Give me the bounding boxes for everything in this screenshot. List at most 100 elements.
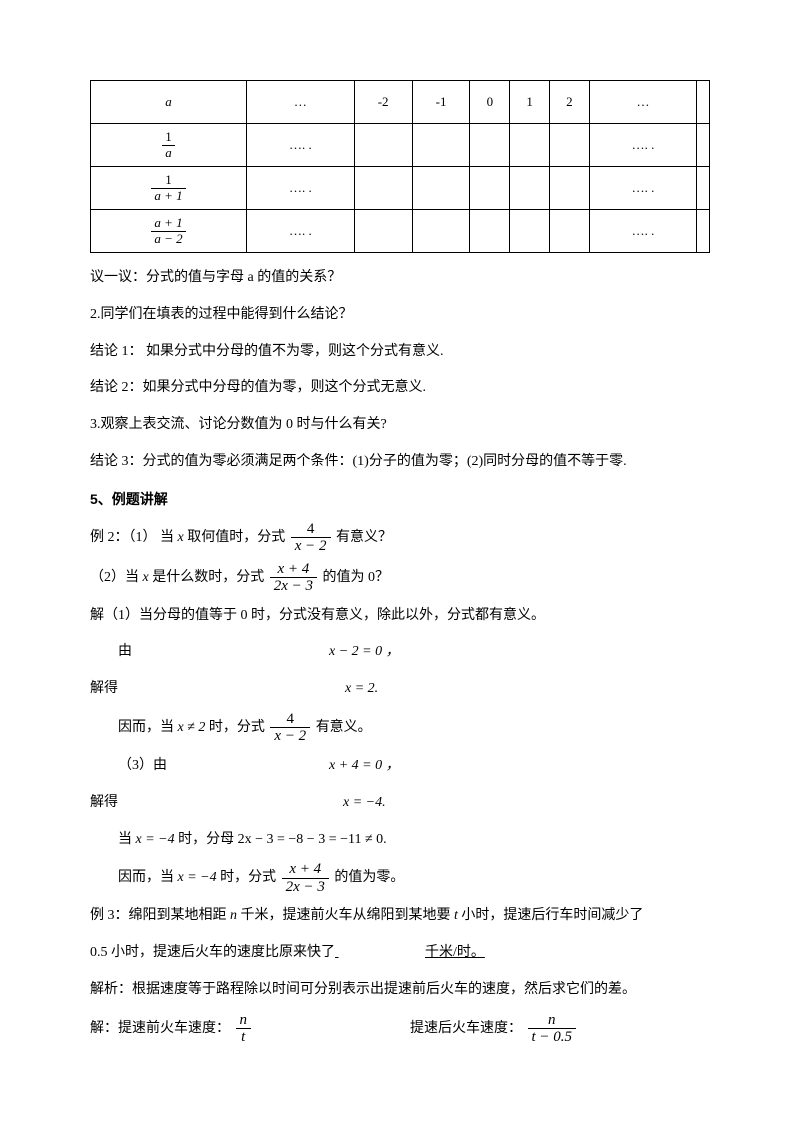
get-line: 解得 x = 2. bbox=[90, 674, 710, 705]
section-5-heading: 5、例题讲解 bbox=[90, 484, 710, 515]
text: 解：提速前火车速度： bbox=[90, 1021, 230, 1036]
text: 由 bbox=[118, 644, 132, 659]
table-row: a + 1a − 2 …. . …. . bbox=[91, 210, 710, 253]
concl2: 结论 2：如果分式中分母的值为零，则这个分式无意义. bbox=[90, 373, 710, 404]
text: 有意义？ bbox=[336, 530, 392, 545]
cell bbox=[412, 167, 470, 210]
equation: x + 4 = 0 ， bbox=[329, 758, 400, 773]
get-line-2: 解得 x = −4. bbox=[90, 788, 710, 819]
cell bbox=[354, 210, 412, 253]
text: 解得 bbox=[90, 681, 118, 696]
fraction: x + 42x − 3 bbox=[282, 861, 329, 895]
col-m2: -2 bbox=[354, 81, 412, 124]
cell bbox=[470, 124, 510, 167]
therefore-1: 因而，当 x ≠ 2 时，分式 4x − 2 有意义。 bbox=[90, 711, 710, 745]
analysis: 解析：根据速度等于路程除以时间可分别表示出提速前后火车的速度，然后求它们的差。 bbox=[90, 975, 710, 1006]
by-line: 由 x − 2 = 0 ， bbox=[90, 637, 710, 668]
cell bbox=[412, 124, 470, 167]
text: 例 3：绵阳到某地相距 bbox=[90, 908, 230, 923]
when-line: 当 x = −4 时，分母 2x − 3 = −8 − 3 = −11 ≠ 0. bbox=[90, 825, 710, 856]
text: 有意义。 bbox=[316, 720, 372, 735]
data-table: a … -2 -1 0 1 2 … 1a …. . …. . 1a + 1 ….… bbox=[90, 80, 710, 253]
text: 时，分式 bbox=[217, 871, 280, 886]
row-label: 1a bbox=[91, 124, 247, 167]
example-2-1: 例 2：（1） 当 x 取何值时，分式 4x − 2 有意义？ bbox=[90, 521, 710, 555]
cell bbox=[354, 167, 412, 210]
text: 提速后火车速度： bbox=[410, 1021, 522, 1036]
fraction: x + 42x − 3 bbox=[270, 561, 317, 595]
example-3: 例 3：绵阳到某地相距 n 千米，提速前火车从绵阳到某地要 t 小时，提速后行车… bbox=[90, 901, 710, 932]
therefore-2: 因而，当 x = −4 时，分式 x + 42x − 3 的值为零。 bbox=[90, 861, 710, 895]
discuss: 议一议：分式的值与字母 a 的值的关系？ bbox=[90, 263, 710, 294]
col-1: 1 bbox=[510, 81, 550, 124]
equation: x − 2 = 0 ， bbox=[329, 644, 400, 659]
cell: …. . bbox=[246, 167, 354, 210]
text: 千米，提速前火车从绵阳到某地要 bbox=[237, 908, 454, 923]
text: 解得 bbox=[90, 795, 118, 810]
cell bbox=[549, 167, 589, 210]
cell: …. . bbox=[246, 210, 354, 253]
cond: x = −4 bbox=[178, 871, 217, 886]
text: 因而，当 bbox=[118, 871, 178, 886]
equation: x = 2. bbox=[345, 681, 378, 696]
col-a: a bbox=[91, 81, 247, 124]
cell bbox=[510, 210, 550, 253]
text: 当 bbox=[118, 832, 136, 847]
fraction: 4x − 2 bbox=[270, 711, 310, 745]
equation: x = −4. bbox=[343, 795, 386, 810]
cell bbox=[412, 210, 470, 253]
var-n: n bbox=[230, 908, 237, 923]
cond: x ≠ 2 bbox=[178, 720, 206, 735]
q2: 2.同学们在填表的过程中能得到什么结论？ bbox=[90, 300, 710, 331]
text: 0.5 小时，提速后火车的速度比原来快了 bbox=[90, 945, 335, 960]
cell bbox=[697, 167, 710, 210]
blank bbox=[335, 938, 425, 969]
cell: …. . bbox=[589, 210, 697, 253]
text: 的值为 0？ bbox=[323, 570, 390, 585]
text: 时，分式 bbox=[205, 720, 268, 735]
cell bbox=[697, 124, 710, 167]
example-2-2: （2）当 x 是什么数时，分式 x + 42x − 3 的值为 0？ bbox=[90, 561, 710, 595]
cell bbox=[354, 124, 412, 167]
equation: 2x − 3 = −8 − 3 = −11 ≠ 0. bbox=[238, 832, 387, 847]
cell bbox=[470, 167, 510, 210]
text: 因而，当 bbox=[118, 720, 178, 735]
text: （3）由 bbox=[118, 758, 167, 773]
row-label: a + 1a − 2 bbox=[91, 210, 247, 253]
cell bbox=[470, 210, 510, 253]
col-m1: -1 bbox=[412, 81, 470, 124]
cond: x = −4 bbox=[136, 832, 175, 847]
solution-1: 解（1）当分母的值等于 0 时，分式没有意义，除此以外，分式都有意义。 bbox=[90, 601, 710, 632]
concl1: 结论 1： 如果分式中分母的值不为零，则这个分式有意义. bbox=[90, 337, 710, 368]
row-label: 1a + 1 bbox=[91, 167, 247, 210]
col-dots: … bbox=[246, 81, 354, 124]
col-dots2: … bbox=[589, 81, 697, 124]
cell bbox=[510, 124, 550, 167]
col-2: 2 bbox=[549, 81, 589, 124]
text: 取何值时，分式 bbox=[184, 530, 289, 545]
cell: …. . bbox=[589, 167, 697, 210]
fraction: 4x − 2 bbox=[291, 521, 331, 555]
text: 的值为零。 bbox=[334, 871, 404, 886]
table-header-row: a … -2 -1 0 1 2 … bbox=[91, 81, 710, 124]
table-row: 1a …. . …. . bbox=[91, 124, 710, 167]
q3: 3.观察上表交流、讨论分数值为 0 时与什么有关? bbox=[90, 410, 710, 441]
text: 是什么数时，分式 bbox=[149, 570, 268, 585]
solution-speeds: 解：提速前火车速度： nt 提速后火车速度： nt − 0.5 bbox=[90, 1012, 710, 1046]
unit: 千米/时。 bbox=[425, 945, 485, 960]
cell bbox=[510, 167, 550, 210]
text: （2）当 bbox=[90, 570, 143, 585]
by-line-3: （3）由 x + 4 = 0 ， bbox=[90, 751, 710, 782]
table-row: 1a + 1 …. . …. . bbox=[91, 167, 710, 210]
example-3-cont: 0.5 小时，提速后火车的速度比原来快了 千米/时。 bbox=[90, 938, 710, 969]
text: 例 2：（1） 当 bbox=[90, 530, 178, 545]
concl3: 结论 3：分式的值为零必须满足两个条件：(1)分子的值为零；(2)同时分母的值不… bbox=[90, 447, 710, 478]
cell bbox=[549, 210, 589, 253]
col-0: 0 bbox=[470, 81, 510, 124]
cell: …. . bbox=[246, 124, 354, 167]
cell bbox=[697, 210, 710, 253]
fraction: nt − 0.5 bbox=[528, 1012, 577, 1046]
col-empty bbox=[697, 81, 710, 124]
cell bbox=[549, 124, 589, 167]
text: 小时，提速后行车时间减少了 bbox=[458, 908, 644, 923]
